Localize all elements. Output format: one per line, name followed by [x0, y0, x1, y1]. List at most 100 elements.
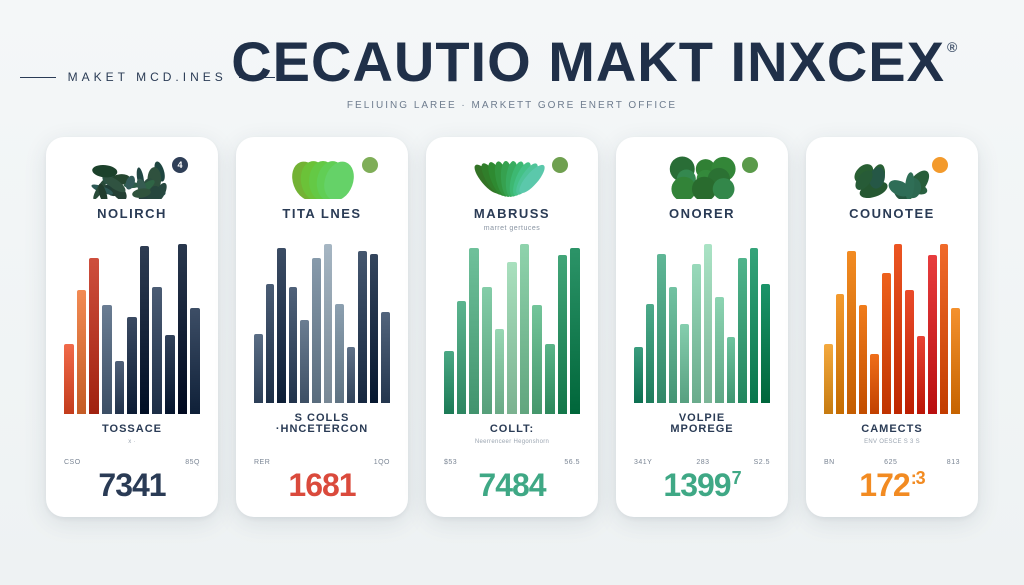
- card-metric-label: VOLPIEMPOREGE: [670, 413, 733, 436]
- bar: [894, 244, 903, 414]
- bar: [558, 255, 568, 415]
- category-dot-icon: [362, 157, 378, 173]
- card-big-number: 13997: [628, 469, 776, 501]
- bar: [928, 255, 937, 415]
- tiny-mid: 283: [696, 459, 709, 466]
- bar: [152, 287, 162, 415]
- bar: [917, 336, 926, 414]
- card-footer: RER 1QO 1681: [248, 459, 396, 501]
- bar: [77, 290, 87, 414]
- bar: [692, 264, 701, 403]
- vegetable-illustration: [438, 151, 586, 199]
- bar: [165, 335, 175, 415]
- bar: [312, 258, 321, 403]
- title-text: CECAUTIO MAKT INXCEX: [231, 30, 945, 93]
- card-big-number-dec: 7: [732, 468, 741, 488]
- bar-chart: [58, 234, 206, 414]
- bar: [482, 287, 492, 415]
- bar: [634, 347, 643, 403]
- card-metric-sub: x ·: [128, 439, 136, 447]
- bar: [381, 312, 390, 403]
- bar: [127, 317, 137, 414]
- bar: [824, 344, 833, 415]
- card-title: MABRUSS: [474, 207, 550, 221]
- bar: [89, 258, 99, 414]
- bar: [704, 244, 713, 403]
- index-card: MABRUSS marret gertuces COLLT: Neerrenceer …: [426, 137, 598, 517]
- card-footer: BN 625 813 172:3: [818, 459, 966, 501]
- bar: [495, 329, 505, 414]
- tiny-right: 1QO: [374, 459, 390, 466]
- card-metric-sub: Neerrenceer Hegonshorn: [475, 439, 549, 447]
- registered-mark: ®: [947, 39, 958, 55]
- bar: [370, 254, 379, 403]
- tiny-left: 341Y: [634, 459, 652, 466]
- bar: [870, 354, 879, 414]
- bar: [469, 248, 479, 415]
- bar: [457, 301, 467, 414]
- bar: [507, 262, 517, 414]
- bar-chart: [438, 234, 586, 414]
- bar: [750, 248, 759, 403]
- index-card: ONORER VOLPIEMPOREGE 341Y 283 S2.5 13997: [616, 137, 788, 517]
- card-big-number: 172:3: [818, 469, 966, 501]
- card-metric-label: COLLT:: [490, 424, 534, 436]
- vegetable-illustration: [248, 151, 396, 199]
- category-dot-icon: 4: [172, 157, 188, 173]
- bar-chart: [248, 234, 396, 403]
- card-big-number: 7484: [438, 469, 586, 501]
- card-subtitle: marret gertuces: [484, 225, 541, 234]
- bar: [64, 344, 74, 415]
- tiny-right: S2.5: [754, 459, 770, 466]
- tiny-mid: 625: [884, 459, 897, 466]
- bar-chart: [628, 234, 776, 403]
- card-big-number-dec: :3: [911, 468, 925, 488]
- bar: [669, 287, 678, 403]
- card-metric-sub: ENV OESCE S 3 S: [864, 439, 920, 447]
- bar: [102, 305, 112, 415]
- category-dot-icon: [552, 157, 568, 173]
- tiny-left: RER: [254, 459, 270, 466]
- cards-row: 4NOLIRCHTOSSACEx ·CSO85Q7341TITA LNESS C…: [0, 137, 1024, 517]
- bar: [570, 248, 580, 415]
- bar: [115, 361, 125, 414]
- card-big-number: 1681: [248, 469, 396, 501]
- bar: [140, 246, 150, 414]
- tiny-right: 813: [947, 459, 960, 466]
- card-title: ONORER: [669, 207, 735, 221]
- bar: [254, 334, 263, 403]
- bar: [520, 244, 530, 414]
- bar: [178, 244, 188, 414]
- card-footer: $5356.57484: [438, 459, 586, 501]
- tiny-right: 85Q: [185, 459, 200, 466]
- bar: [727, 337, 736, 403]
- card-title: NOLIRCH: [97, 207, 167, 221]
- card-metric-label: S COLLS·HNCETERCON: [276, 413, 368, 436]
- bar: [444, 351, 454, 415]
- vegetable-illustration: [628, 151, 776, 199]
- bar: [657, 254, 666, 403]
- bar: [847, 251, 856, 414]
- bar: [680, 324, 689, 403]
- card-big-number: 7341: [58, 469, 206, 501]
- page-title: CECAUTIO MAKT INXCEX®: [231, 34, 956, 90]
- card-metric-label: CAMECTS: [861, 424, 922, 436]
- bar: [358, 251, 367, 403]
- bar: [335, 304, 344, 403]
- vegetable-illustration: 4: [58, 151, 206, 199]
- bar: [324, 244, 333, 403]
- bar: [277, 248, 286, 403]
- bar: [951, 308, 960, 414]
- bar: [905, 290, 914, 414]
- index-card: TITA LNES S COLLS·HNCETERCON RER 1QO 1681: [236, 137, 408, 517]
- bar: [266, 284, 275, 403]
- bar: [300, 320, 309, 403]
- tiny-left: BN: [824, 459, 835, 466]
- category-dot-icon: [742, 157, 758, 173]
- bar: [940, 244, 949, 414]
- bar: [882, 273, 891, 415]
- category-dot-icon: [932, 157, 948, 173]
- bar: [289, 287, 298, 403]
- card-title: TITA LNES: [282, 207, 361, 221]
- bar: [836, 294, 845, 415]
